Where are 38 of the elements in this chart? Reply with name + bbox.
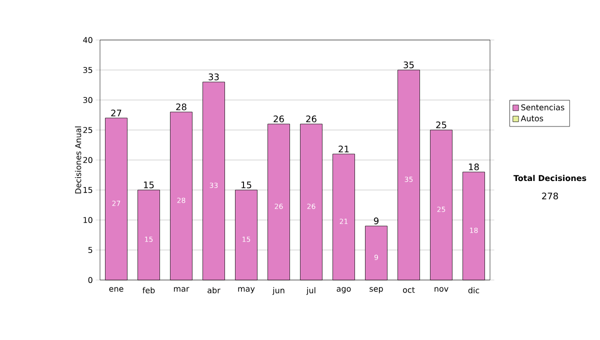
- x-tick-label: ene: [109, 287, 124, 292]
- total-label: 15: [242, 182, 252, 188]
- total-label: 35: [404, 61, 414, 68]
- x-tick-label: may: [238, 287, 255, 294]
- x-tick-label: jul: [306, 287, 316, 295]
- legend-label: Autos: [520, 115, 544, 122]
- x-tick-label: oct: [402, 287, 415, 293]
- total-label: 9: [374, 217, 378, 224]
- total-label: 25: [436, 121, 446, 128]
- y-tick-label: 30: [83, 96, 92, 104]
- y-tick-label: 35: [83, 66, 92, 74]
- x-tick-label: nov: [434, 287, 448, 292]
- x-tick-label: mar: [174, 287, 190, 292]
- x-tick-label: feb: [142, 287, 155, 294]
- y-tick-label: 40: [83, 36, 92, 44]
- total-label: 26: [274, 115, 284, 122]
- x-tick-label: ago: [336, 287, 351, 294]
- text: 278: [542, 192, 558, 200]
- x-tick-label: dic: [468, 287, 480, 294]
- y-tick-label: 10: [84, 216, 92, 224]
- y-tick-label: 25: [83, 126, 92, 134]
- total-label: 33: [208, 73, 219, 80]
- total-label: 28: [176, 103, 186, 110]
- total-label: 21: [338, 146, 349, 152]
- y-tick-label: 15: [84, 187, 92, 193]
- y-tick-label: 0: [88, 276, 92, 284]
- y-tick-label: 20: [83, 156, 92, 164]
- total-label: 26: [306, 115, 316, 122]
- text: Total Decisiones: [514, 174, 586, 182]
- total-label: 15: [144, 182, 154, 188]
- x-tick-label: abr: [208, 287, 220, 294]
- total-label: 27: [111, 110, 122, 116]
- x-tick-label: jun: [272, 287, 284, 295]
- x-tick-label: sep: [370, 287, 383, 294]
- y-axis-title: Decisiones Anual: [74, 126, 82, 194]
- y-tick-label: 5: [88, 247, 92, 253]
- legend-label: Sentencias: [521, 104, 564, 110]
- total-label: 18: [469, 163, 479, 170]
